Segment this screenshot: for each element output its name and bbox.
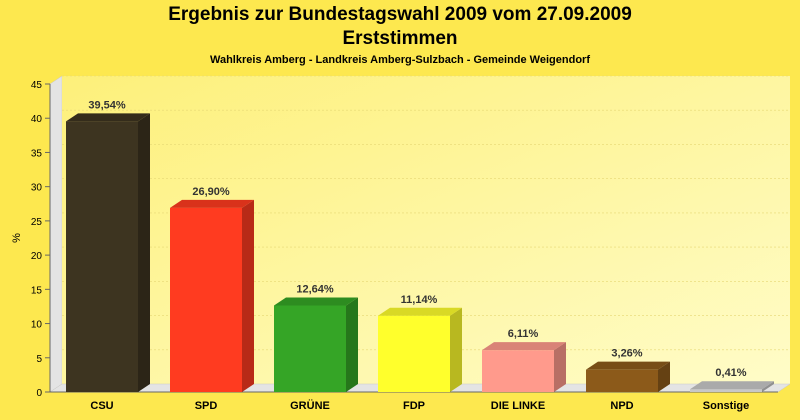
x-tick-label: NPD (610, 400, 633, 412)
bar-front (586, 369, 658, 392)
bar-front (482, 350, 554, 392)
y-tick-label: 5 (36, 354, 42, 365)
value-label: 11,14% (401, 294, 438, 306)
bar-die-linke: 6,11% (482, 328, 566, 392)
bar-grüne: 12,64% (274, 283, 358, 392)
bar-fdp: 11,14% (378, 294, 462, 392)
x-tick-label: SPD (195, 400, 218, 412)
y-tick-label: 0 (36, 388, 42, 399)
bar-top (66, 113, 150, 122)
bar-side (138, 113, 150, 392)
y-axis-label: % (11, 233, 23, 243)
bar-front (274, 305, 346, 392)
bar-top (586, 361, 670, 370)
bar-top (482, 342, 566, 351)
bar-front (378, 315, 450, 392)
bar-top (378, 307, 462, 316)
value-label: 26,90% (192, 186, 230, 198)
x-tick-label: DIE LINKE (491, 400, 545, 412)
bar-top (274, 297, 358, 306)
value-label: 0,41% (715, 367, 746, 379)
bar-top (170, 199, 254, 208)
chart-title-line2: Erststimmen (342, 28, 458, 49)
x-tick-label: Sonstige (703, 400, 749, 412)
plot-side-wall (49, 75, 63, 393)
x-tick-label: CSU (90, 400, 113, 412)
bar-side (554, 342, 566, 392)
chart-title: Ergebnis zur Bundestagswahl 2009 vom 27.… (168, 4, 632, 25)
bar-npd: 3,26% (586, 348, 670, 392)
chart-subtitle: Wahlkreis Amberg - Landkreis Amberg-Sulz… (210, 54, 590, 66)
bar-side (346, 297, 358, 392)
bar-front (170, 207, 242, 392)
bar-side (450, 307, 462, 392)
value-label: 12,64% (296, 283, 334, 295)
value-label: 39,54% (88, 99, 126, 111)
value-label: 6,11% (508, 328, 539, 340)
bar-front (690, 389, 762, 392)
bar-side (762, 381, 774, 392)
y-tick-label: 15 (31, 285, 43, 296)
value-label: 3,26% (611, 348, 642, 360)
y-tick-label: 10 (31, 320, 43, 331)
x-tick-label: GRÜNE (290, 399, 330, 412)
bar-sonstige: 0,41% (690, 367, 774, 392)
bar-side (242, 199, 254, 392)
y-tick-label: 25 (31, 217, 43, 228)
bar-spd: 26,90% (170, 186, 254, 392)
y-tick-label: 35 (31, 148, 43, 159)
bar-front (66, 121, 138, 392)
bar-csu: 39,54% (66, 99, 150, 392)
bar-side (658, 361, 670, 392)
x-tick-label: FDP (403, 400, 425, 412)
y-tick-label: 20 (31, 251, 43, 262)
y-tick-label: 40 (31, 114, 43, 125)
y-tick-label: 45 (31, 80, 43, 91)
y-tick-label: 30 (31, 183, 43, 194)
bar-top (690, 381, 774, 390)
